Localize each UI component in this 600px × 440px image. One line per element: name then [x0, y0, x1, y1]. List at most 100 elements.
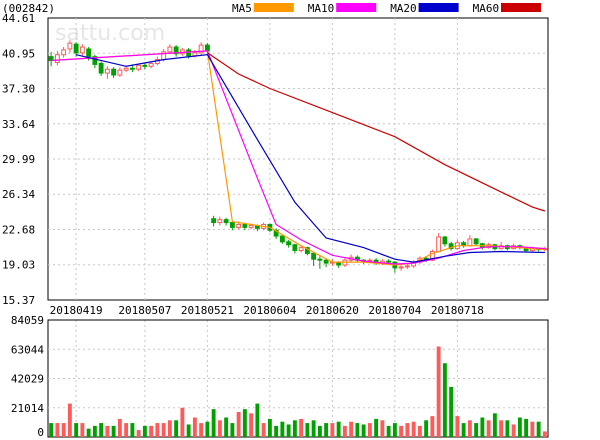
volume-bar: [342, 425, 347, 437]
volume-bar: [86, 428, 91, 437]
candle: [217, 216, 223, 226]
candle: [79, 44, 85, 56]
candle-body-down: [442, 236, 448, 245]
volume-bar: [180, 407, 185, 437]
volume-bars: [49, 346, 547, 437]
ma-line-ma20: [75, 54, 545, 263]
candle: [292, 243, 298, 254]
volume-bar: [74, 423, 79, 437]
volume-bar: [267, 418, 272, 437]
volume-bar: [511, 424, 516, 437]
candle: [148, 61, 154, 69]
price-tick-label: 37.30: [2, 83, 35, 96]
price-tick-label: 29.99: [2, 153, 35, 166]
candle-body-down: [292, 244, 298, 252]
candle-body-up: [167, 46, 173, 53]
volume-y-axis: 84059 63044 42029 21014 0: [11, 314, 44, 439]
candle: [104, 66, 110, 79]
volume-tick-label: 0: [37, 426, 44, 439]
volume-bar: [517, 417, 522, 437]
date-axis: 20180419 20180507 20180521 20180604 20180620…: [50, 304, 484, 317]
volume-bar: [480, 417, 485, 437]
volume-bar: [280, 421, 285, 437]
ma-line-ma5: [51, 50, 545, 266]
candle-body-up: [298, 247, 304, 252]
candle-body-down: [229, 222, 235, 228]
volume-bar: [486, 420, 491, 437]
candle-body-up: [123, 67, 129, 71]
volume-bar: [392, 423, 397, 437]
candle: [398, 264, 404, 271]
candle-body-up: [467, 238, 473, 247]
price-tick-label: 22.68: [2, 224, 35, 237]
legend-label-ma10: MA10: [308, 2, 335, 15]
candle: [298, 245, 304, 253]
candle-body-down: [73, 43, 79, 54]
volume-bar: [349, 421, 354, 437]
candle: [98, 61, 104, 76]
stock-code: (002842): [2, 2, 55, 15]
volume-tick-label: 84059: [11, 314, 44, 327]
candle: [392, 261, 398, 273]
volume-bar: [286, 424, 291, 437]
price-tick-label: 26.34: [2, 188, 35, 201]
candle-body-up: [61, 49, 67, 56]
volume-grid: [48, 348, 548, 409]
candle: [461, 240, 467, 248]
candle: [117, 67, 123, 77]
legend-label-ma60: MA60: [473, 2, 500, 15]
volume-bar: [449, 386, 454, 437]
candle-body-up: [236, 223, 242, 228]
candle: [92, 54, 98, 69]
candle-body-down: [279, 235, 285, 243]
candle: [317, 256, 323, 269]
candle: [173, 45, 179, 57]
legend-label-ma20: MA20: [390, 2, 417, 15]
candle-body-up: [79, 46, 85, 54]
volume-bar: [242, 409, 247, 437]
volume-bar: [130, 423, 135, 437]
candle: [448, 241, 454, 251]
volume-bar: [92, 425, 97, 437]
date-tick-label: 20180507: [118, 304, 171, 317]
candle-body-down: [448, 243, 454, 250]
volume-bar: [117, 418, 122, 437]
candle: [498, 241, 504, 250]
candle: [48, 51, 54, 67]
volume-bar: [436, 346, 441, 437]
candle-body-down: [273, 229, 279, 237]
legend-swatch-ma5: [253, 3, 294, 12]
volume-bar: [367, 423, 372, 437]
volume-bar: [205, 421, 210, 437]
moving-average-lines: [51, 50, 546, 266]
volume-bar: [149, 425, 154, 437]
candle-body-down: [286, 241, 292, 246]
price-y-axis: 44.61 40.95 37.30 33.64 29.99 26.34 22.68 19.03…: [2, 12, 35, 307]
candle: [111, 67, 117, 78]
candle: [311, 252, 317, 266]
candle-body-down: [173, 46, 179, 55]
price-tick-label: 33.64: [2, 118, 35, 131]
legend-swatch-ma60: [501, 3, 541, 12]
candle-body-up: [104, 68, 110, 74]
volume-bar: [374, 418, 379, 437]
candle-body-down: [186, 49, 192, 57]
volume-bar: [249, 413, 254, 437]
candle: [454, 239, 460, 250]
candle-body-down: [311, 252, 317, 260]
date-tick-label: 20180718: [431, 304, 484, 317]
candle: [473, 237, 479, 246]
volume-bar: [424, 420, 429, 437]
candle: [436, 233, 442, 253]
ma-line-ma60: [207, 52, 546, 212]
volume-bar: [236, 411, 241, 437]
candle-body-up: [198, 44, 204, 54]
price-tick-label: 15.37: [2, 294, 35, 307]
volume-bar: [324, 423, 329, 437]
volume-bar: [255, 403, 260, 437]
candle: [67, 40, 73, 53]
volume-bar: [330, 423, 335, 437]
volume-bar: [136, 430, 141, 437]
legend-label-ma5: MA5: [232, 2, 252, 15]
